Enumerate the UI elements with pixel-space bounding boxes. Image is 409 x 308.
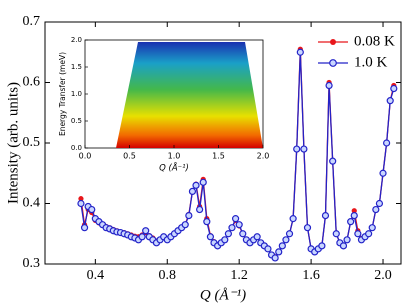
data-point — [275, 248, 283, 256]
data-point — [77, 199, 85, 208]
legend: 0.08 K 1.0 K — [318, 33, 395, 70]
data-point — [253, 233, 261, 241]
x-axis-label: Q (Å⁻¹) — [200, 287, 246, 303]
data-point — [185, 212, 193, 220]
data-point — [303, 224, 312, 232]
inset-y-tick-label: 0.0 — [71, 144, 82, 152]
data-point — [88, 205, 96, 214]
data-point — [293, 145, 301, 153]
data-point — [181, 221, 189, 229]
data-point — [271, 254, 279, 262]
data-point — [339, 242, 348, 250]
data-point — [221, 236, 229, 244]
data-point — [321, 212, 330, 220]
x-tick-label: 1.6 — [302, 268, 320, 283]
data-point — [199, 178, 207, 186]
data-point — [365, 230, 373, 238]
data-point — [142, 227, 150, 235]
data-point — [350, 212, 358, 220]
inset-x-tick-label: 1.5 — [212, 152, 225, 161]
y-tick-label: 0.4 — [23, 196, 41, 211]
data-point — [203, 218, 211, 226]
data-point — [329, 157, 337, 165]
data-point — [372, 205, 380, 214]
data-point — [188, 187, 197, 195]
inset-y-tick-label: 0.5 — [71, 117, 82, 125]
data-point — [78, 196, 84, 202]
data-point — [368, 224, 376, 232]
data-point — [264, 245, 272, 253]
inset-y-tick-label: 1.5 — [71, 63, 82, 71]
data-point — [278, 242, 286, 250]
data-point — [351, 208, 357, 214]
data-point — [235, 221, 243, 229]
inset-y-tick-label: 2.0 — [71, 36, 82, 44]
data-point — [390, 84, 398, 93]
data-point — [224, 230, 232, 238]
legend-label: 1.0 K — [354, 54, 388, 70]
x-tick-label: 2.0 — [374, 268, 392, 283]
heatmap-image — [116, 42, 263, 148]
data-point — [196, 205, 204, 214]
inset: Energy Transfer (meV) Q (Å⁻¹) 0.0 0.5 1.0 1… — [58, 36, 269, 174]
data-point — [375, 199, 384, 208]
inset-y-label: Energy Transfer (meV) — [58, 52, 67, 136]
data-point — [138, 233, 146, 241]
inset-x-tick-label: 0.0 — [79, 152, 92, 161]
y-tick-label: 0.6 — [23, 75, 41, 90]
x-tick-label: 0.8 — [159, 268, 177, 283]
inset-x-tick-label: 1.0 — [168, 152, 181, 161]
data-point — [228, 224, 236, 232]
data-point — [231, 215, 240, 223]
legend-marker — [329, 59, 337, 67]
data-point — [379, 169, 387, 177]
data-point — [289, 215, 297, 223]
data-point — [80, 224, 89, 232]
data-point — [343, 236, 351, 244]
x-tick-label: 1.2 — [230, 268, 248, 283]
y-axis-label: Intensity (arb. units) — [5, 82, 21, 204]
data-point — [296, 48, 304, 56]
inset-y-tick-label: 1.0 — [71, 90, 82, 98]
data-point — [318, 242, 326, 250]
y-tick-label: 0.7 — [23, 14, 41, 29]
x-tick-label: 0.4 — [87, 268, 105, 283]
y-tick-label: 0.5 — [23, 135, 41, 150]
legend-marker — [330, 39, 336, 45]
data-point — [383, 139, 391, 147]
data-point — [192, 181, 200, 189]
data-point — [300, 145, 308, 153]
main-plot: 0.3 0.4 0.5 0.6 0.7 0.4 0.8 1.2 1.6 2.0 — [23, 14, 401, 283]
data-point — [386, 97, 394, 105]
inset-x-tick-label: 0.5 — [123, 152, 136, 161]
data-point — [285, 230, 294, 238]
data-point — [239, 230, 247, 238]
data-point — [354, 230, 362, 238]
data-point — [206, 233, 215, 241]
data-point — [332, 230, 340, 238]
data-point — [282, 236, 290, 244]
data-point — [325, 81, 333, 90]
y-tick-label: 0.3 — [23, 256, 41, 271]
inset-x-tick-label: 2.0 — [257, 152, 270, 161]
inset-x-label: Q (Å⁻¹) — [159, 162, 189, 174]
data-point — [347, 218, 355, 226]
legend-label: 0.08 K — [354, 33, 395, 49]
